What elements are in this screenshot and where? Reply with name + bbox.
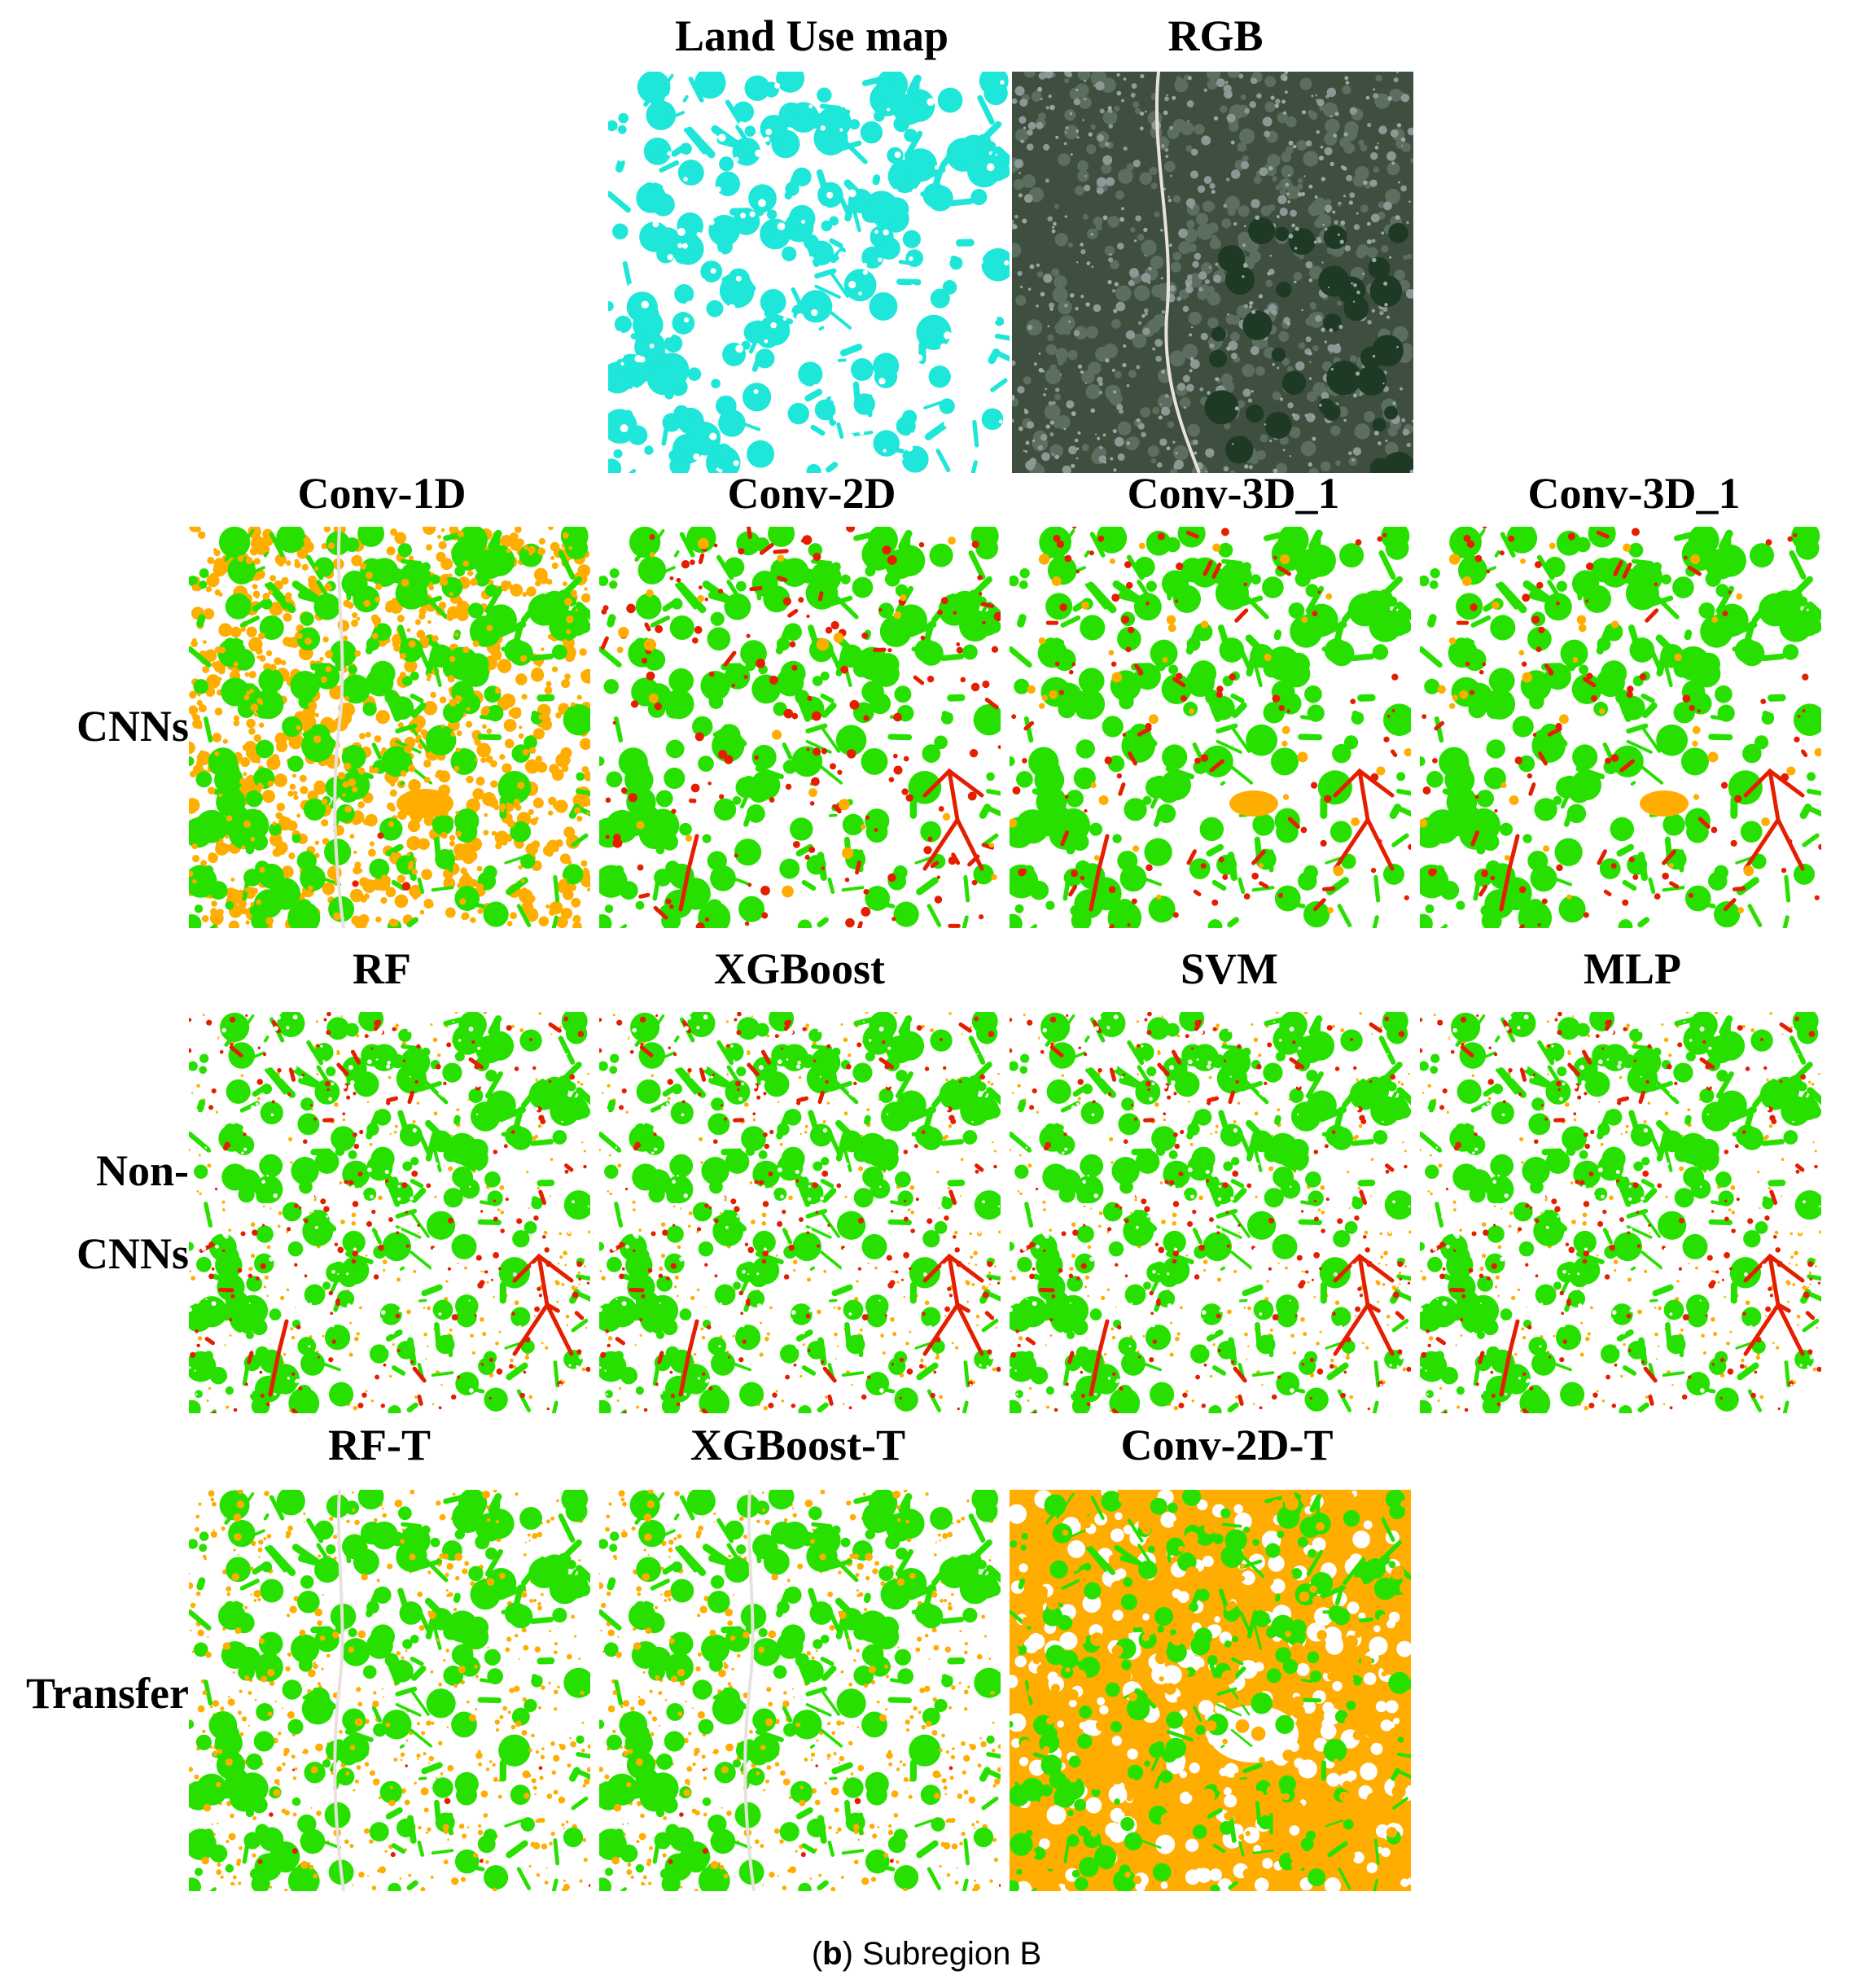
- panel-title-xgboost: XGBoost: [713, 944, 885, 993]
- panel-title-conv-2d-t: Conv-2D-T: [1120, 1421, 1334, 1469]
- classification-map-xgboost-t: [599, 1490, 1001, 1891]
- land-use-map-image: [608, 72, 1010, 473]
- rgb-image: [1012, 72, 1413, 473]
- panel-title-conv-2d: Conv-2D: [727, 469, 896, 518]
- panel-title-conv-1d: Conv-1D: [297, 469, 467, 518]
- row-label-cnns: CNNs: [76, 702, 189, 751]
- caption-text: Subregion B: [862, 1936, 1042, 1972]
- panel-title-mlp: MLP: [1584, 944, 1681, 993]
- classification-map-rf: [189, 1012, 590, 1413]
- panel-title-land-use-map: Land Use map: [674, 11, 949, 60]
- classification-map-svm: [1010, 1012, 1411, 1413]
- row-label-cnns-2: CNNs: [76, 1229, 189, 1278]
- classification-map-conv-2d: [599, 527, 1001, 928]
- panel-title-conv-3d-1-b: Conv-3D_1: [1527, 469, 1741, 518]
- panel-title-rf-t: RF-T: [328, 1421, 431, 1469]
- caption-letter: b: [822, 1936, 843, 1972]
- panel-title-svm: SVM: [1181, 944, 1278, 993]
- classification-map-mlp: [1420, 1012, 1821, 1413]
- panel-title-rf: RF: [353, 944, 411, 993]
- classification-map-conv-3d-1: [1010, 527, 1411, 928]
- figure-caption: (b) Subregion B: [811, 1936, 1042, 1972]
- row-label-transfer: Transfer: [26, 1669, 189, 1718]
- classification-map-conv-1d: [189, 527, 590, 928]
- panel-title-conv-3d-1: Conv-3D_1: [1127, 469, 1340, 518]
- classification-map-conv-3d-1-b: [1420, 527, 1821, 928]
- classification-map-rf-t: [189, 1490, 590, 1891]
- panel-title-rgb: RGB: [1167, 11, 1264, 60]
- classification-map-conv-2d-t: [1010, 1490, 1411, 1891]
- classification-map-xgboost: [599, 1012, 1001, 1413]
- row-label-non: Non-: [95, 1146, 189, 1195]
- panel-title-xgboost-t: XGBoost-T: [690, 1421, 905, 1469]
